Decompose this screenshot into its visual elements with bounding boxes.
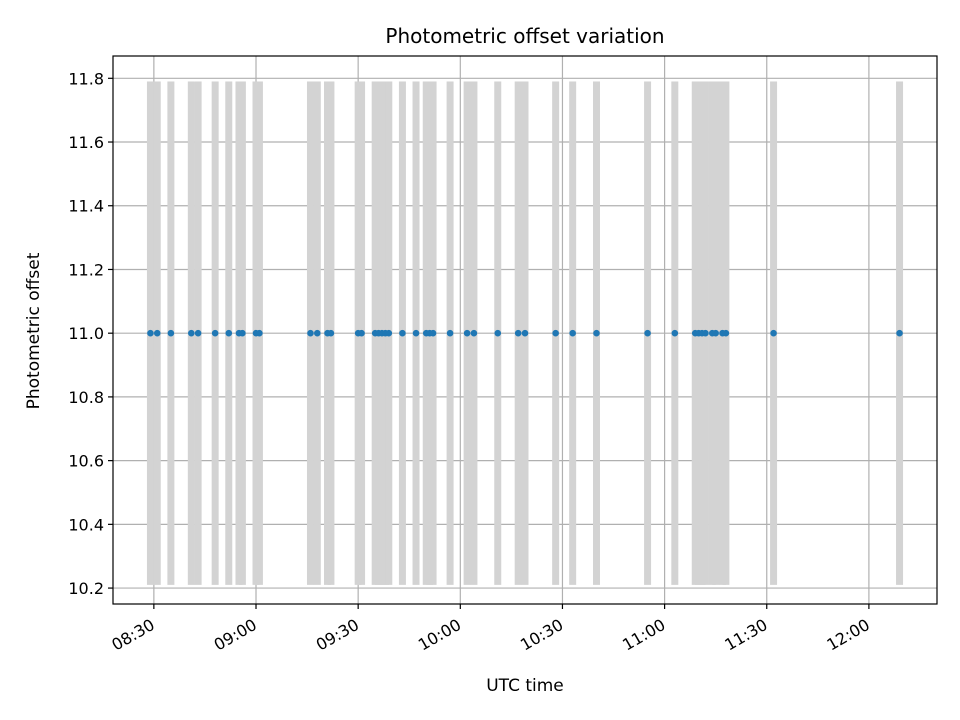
y-tick-label: 11.6 <box>68 133 104 152</box>
y-tick-label: 11.4 <box>68 197 104 216</box>
y-tick-label: 11.2 <box>68 260 104 279</box>
data-point <box>327 329 335 337</box>
data-point <box>463 329 471 337</box>
data-point <box>167 329 175 337</box>
data-point <box>429 329 437 337</box>
data-point <box>399 329 406 337</box>
y-tick-label: 11.8 <box>68 69 104 88</box>
data-point <box>225 329 233 337</box>
data-point <box>313 329 321 337</box>
data-point <box>307 329 314 337</box>
data-point <box>412 329 420 337</box>
data-point <box>514 329 522 337</box>
y-axis-title: Photometric offset <box>24 252 44 409</box>
data-point <box>211 329 219 337</box>
data-point <box>358 329 365 337</box>
data-point <box>671 329 679 337</box>
y-tick-label: 11.0 <box>68 324 104 343</box>
data-point <box>569 329 576 337</box>
data-point <box>385 329 393 337</box>
data-point <box>446 329 454 337</box>
data-point <box>896 329 903 337</box>
data-point <box>256 329 263 337</box>
plot-area-frame <box>112 55 938 605</box>
point-layer <box>147 329 903 337</box>
data-point <box>188 329 195 337</box>
data-point <box>644 329 651 337</box>
y-tick-label: 10.4 <box>68 515 104 534</box>
data-point <box>722 329 730 337</box>
data-point <box>521 329 529 337</box>
data-point <box>702 329 709 337</box>
y-tick-label: 10.6 <box>68 452 104 471</box>
data-point <box>712 329 719 337</box>
data-point <box>593 329 600 337</box>
x-axis-title: UTC time <box>486 676 564 696</box>
data-point <box>147 329 154 337</box>
chart-title: Photometric offset variation <box>385 24 664 48</box>
data-point <box>494 329 502 337</box>
data-point <box>153 329 161 337</box>
data-point <box>470 329 478 337</box>
y-tick-label: 10.8 <box>68 388 104 407</box>
data-point <box>194 329 202 337</box>
data-point <box>239 329 246 337</box>
y-tick-label: 10.2 <box>68 579 104 598</box>
data-point <box>552 329 559 337</box>
y-axis-ticks: 10.2 10.4 10.6 10.8 11.0 11.2 11.4 11.6 11.8 <box>68 69 113 598</box>
data-point <box>770 329 777 337</box>
